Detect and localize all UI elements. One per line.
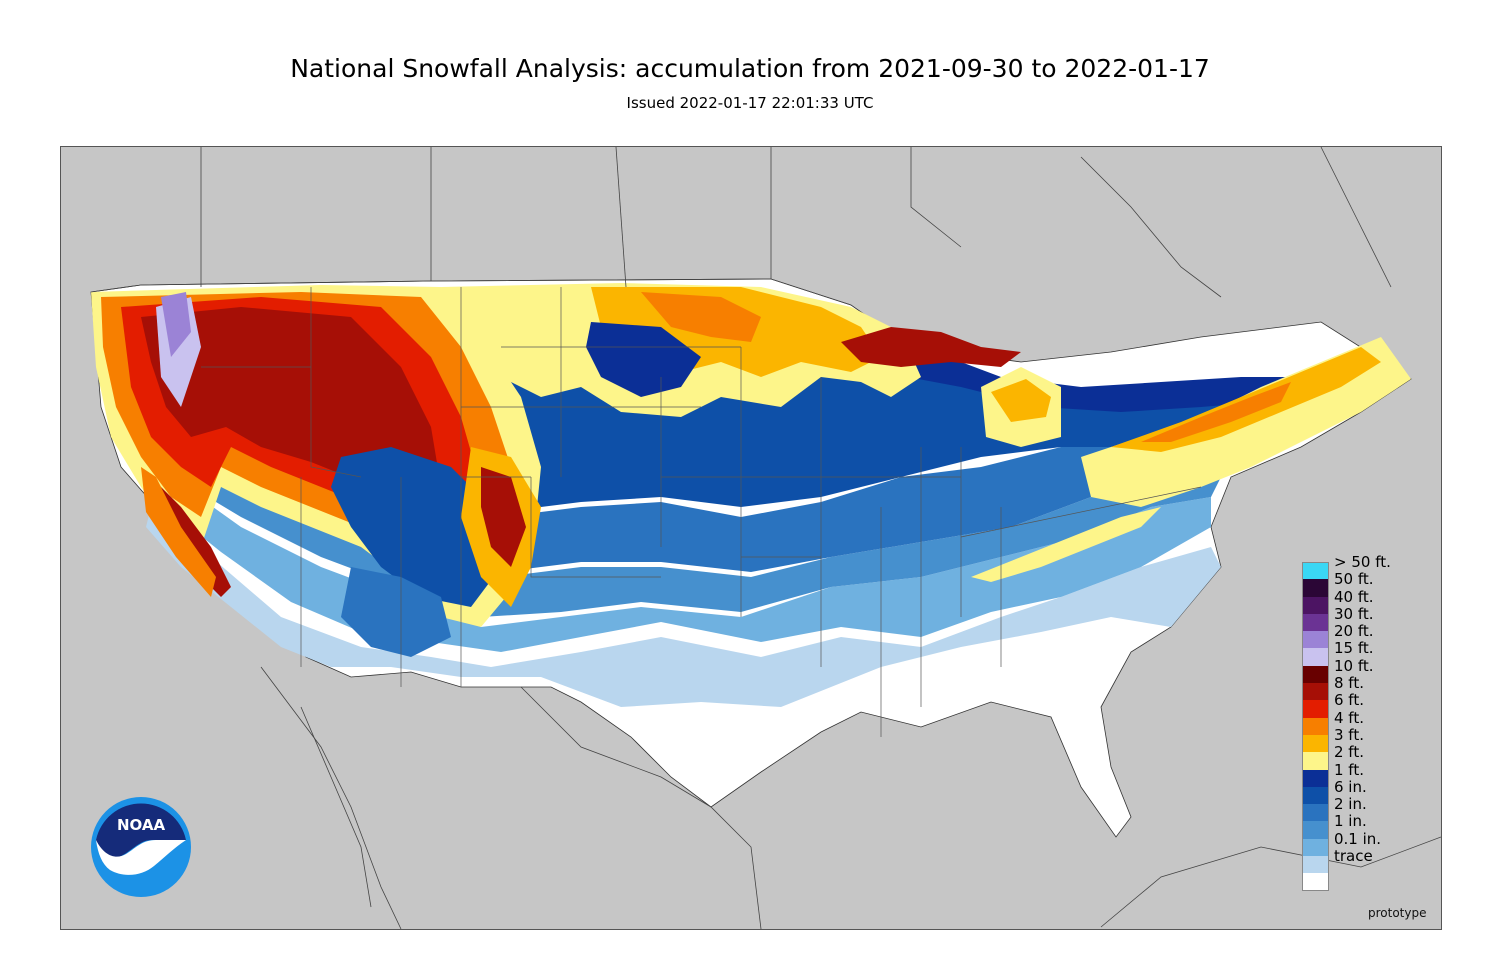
legend-swatch [1302, 613, 1329, 632]
legend-label: 6 ft. [1334, 691, 1364, 710]
legend-label: 10 ft. [1334, 656, 1374, 675]
legend-label: 1 ft. [1334, 760, 1364, 779]
legend-label: 6 in. [1334, 777, 1367, 796]
zone-rockies-6in [331, 447, 501, 607]
legend-label: 8 ft. [1334, 674, 1364, 693]
legend-swatch [1302, 648, 1329, 666]
legend-label: 4 ft. [1334, 708, 1364, 727]
legend-swatch [1302, 579, 1329, 597]
legend-swatch [1302, 769, 1329, 787]
legend-label: 15 ft. [1334, 639, 1374, 658]
zone-6ft-upper-mi [841, 327, 1021, 367]
zone-lower-mi-orange [991, 379, 1051, 422]
legend-swatch [1302, 821, 1329, 839]
legend-label: trace [1334, 847, 1373, 866]
legend-swatch [1302, 734, 1329, 753]
legend-label: 2 ft. [1334, 743, 1364, 762]
state-borders [201, 287, 1202, 737]
legend-label: 40 ft. [1334, 587, 1374, 606]
legend-label: 1 in. [1334, 812, 1367, 831]
legend-label: 30 ft. [1334, 604, 1374, 623]
legend-swatch [1302, 631, 1329, 649]
legend-label: 0.1 in. [1334, 829, 1382, 848]
legend-swatch [1302, 856, 1329, 874]
prototype-watermark: prototype [1368, 906, 1427, 920]
legend-swatch [1302, 665, 1329, 684]
zone-west-20ft [161, 292, 191, 357]
zone-sierra-4ft [141, 467, 216, 597]
map-title: National Snowfall Analysis: accumulation… [290, 54, 1210, 83]
legend-label: > 50 ft. [1334, 553, 1391, 571]
legend-swatch [1302, 683, 1329, 701]
band-trace [146, 507, 1221, 707]
legend-swatch [1302, 752, 1329, 770]
noaa-logo-icon: NOAA [90, 796, 192, 898]
issued-timestamp: Issued 2022-01-17 22:01:33 UTC [626, 94, 874, 112]
zone-4ft-north [641, 292, 761, 342]
legend-swatch [1302, 786, 1329, 805]
noaa-logo-text: NOAA [117, 816, 166, 834]
zone-appalachian-yellow [971, 507, 1161, 582]
snowfall-map[interactable] [60, 146, 1442, 930]
legend-label: 3 ft. [1334, 725, 1364, 744]
legend-swatch [1302, 804, 1329, 822]
legend-swatch [1302, 596, 1329, 614]
legend-swatch [1302, 838, 1329, 857]
legend-swatch [1302, 562, 1329, 580]
legend-label: 20 ft. [1334, 622, 1374, 641]
legend-label: 50 ft. [1334, 570, 1374, 589]
zone-dakota-1ft [586, 322, 701, 397]
zone-rockies-8ft [481, 467, 526, 567]
legend-swatch [1302, 717, 1329, 735]
legend-swatch [1302, 873, 1329, 891]
legend-swatch [1302, 700, 1329, 718]
country-borders [90, 147, 1441, 929]
map-canvas [90, 147, 1441, 929]
legend-label: 2 in. [1334, 795, 1367, 814]
zone-4ft-northeast [1141, 382, 1291, 442]
zone-az-2in [341, 567, 451, 657]
